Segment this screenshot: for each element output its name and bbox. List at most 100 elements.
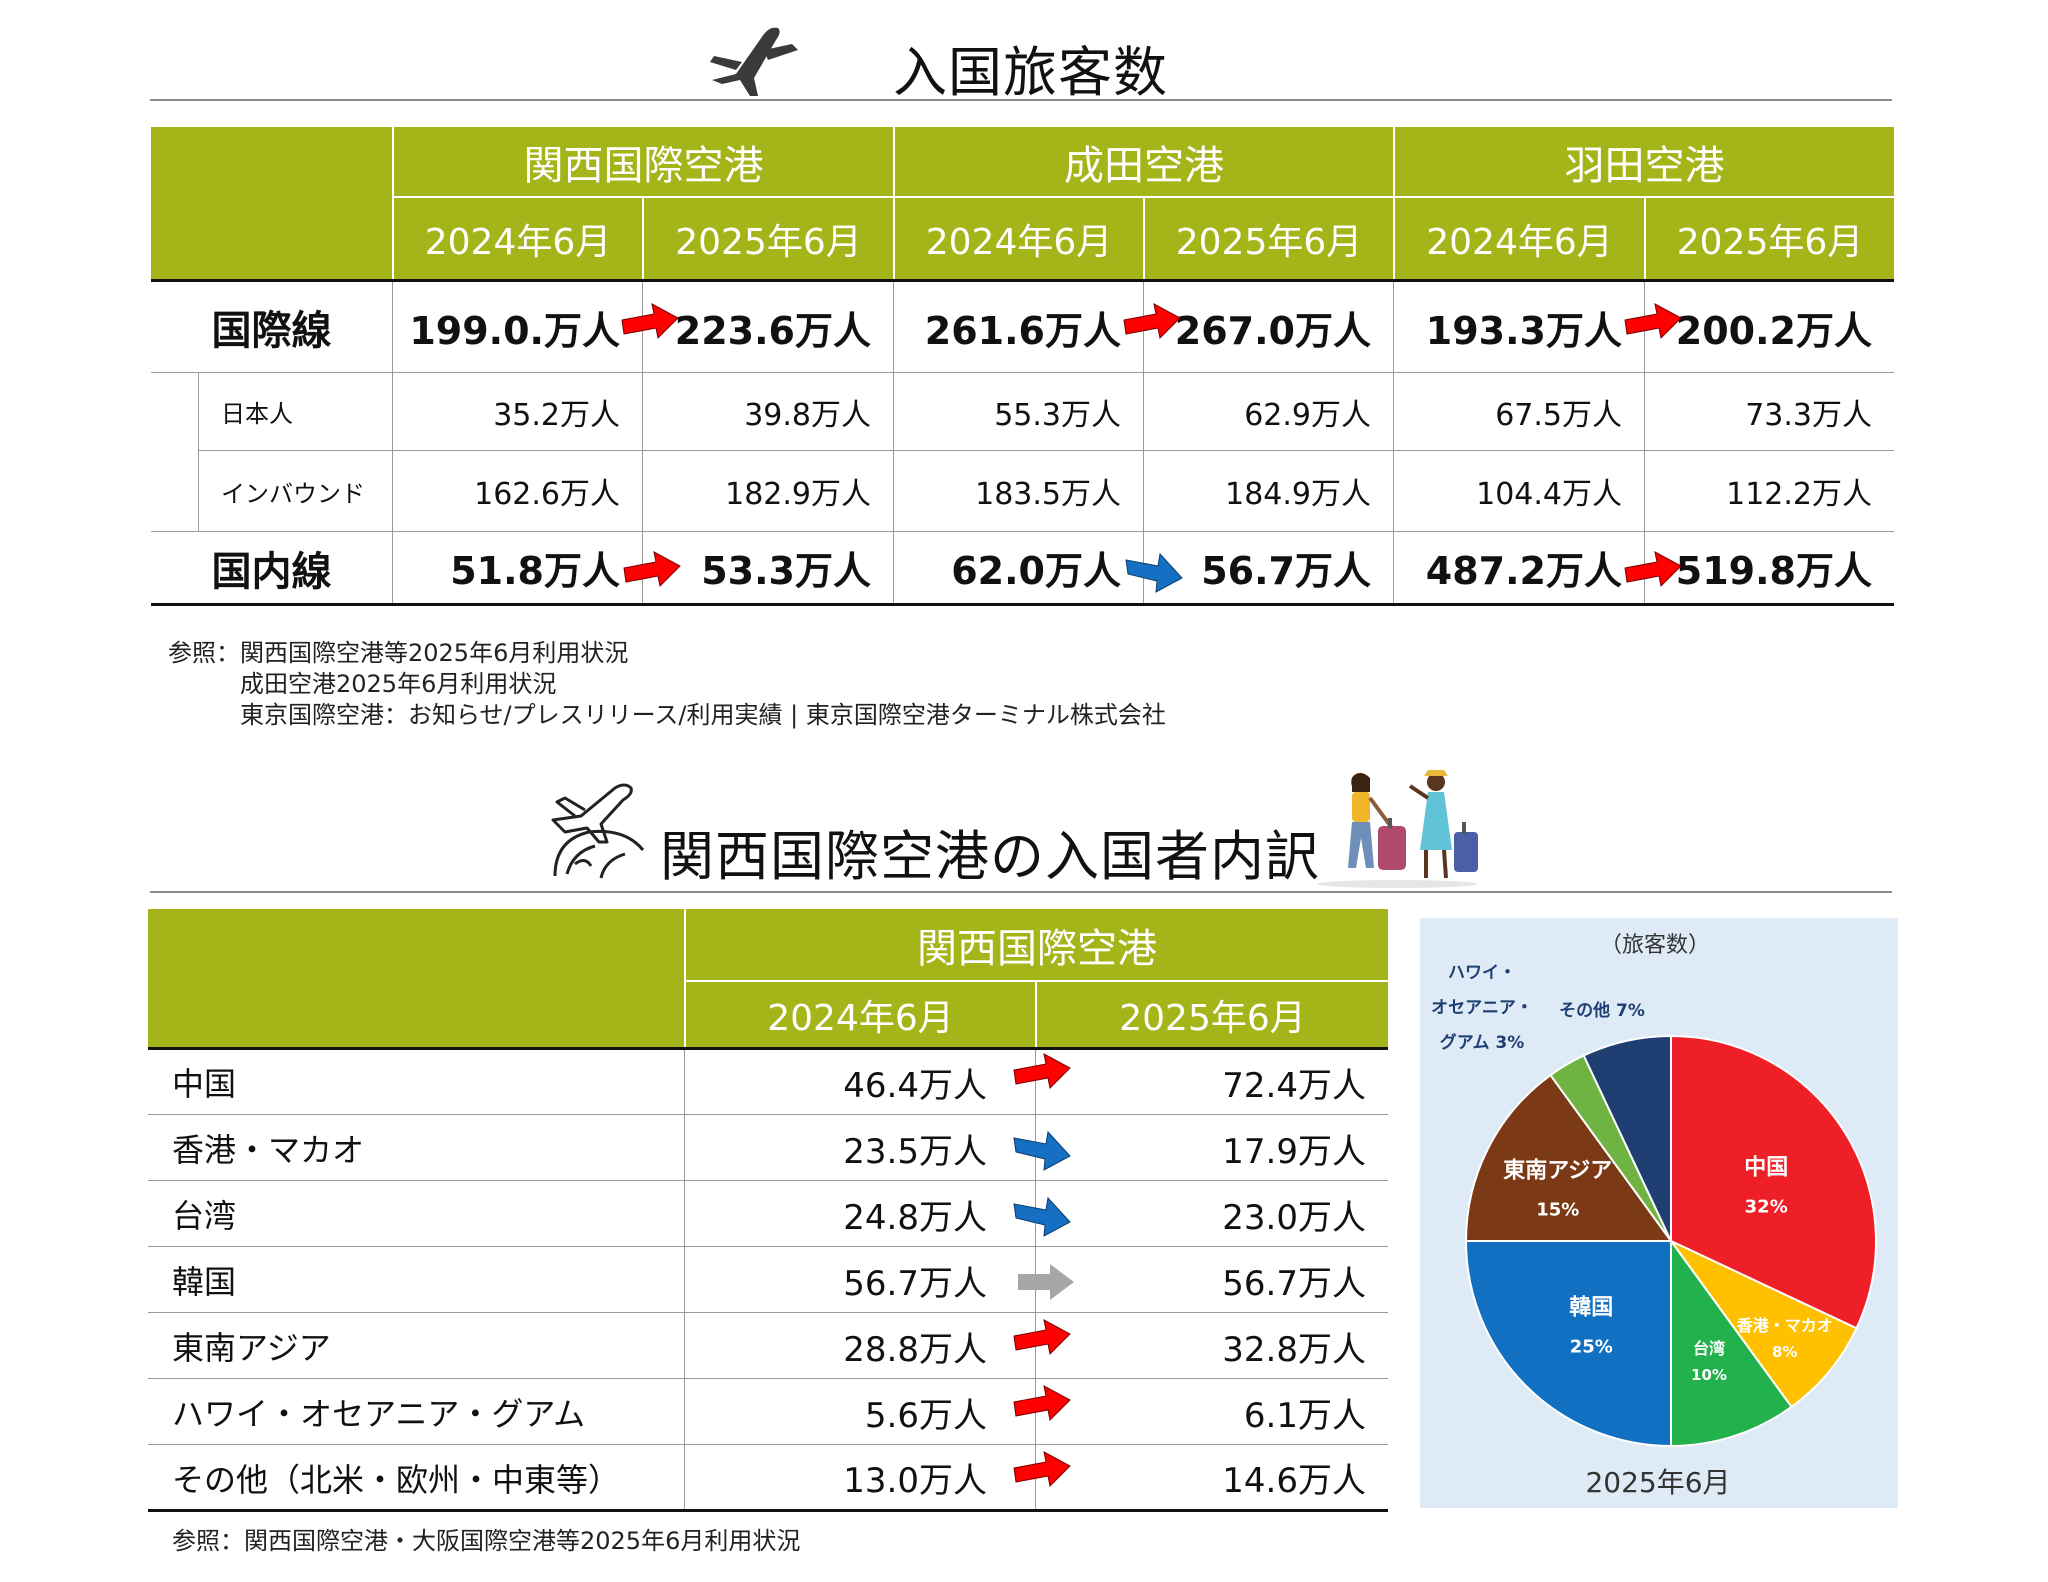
reference-line-1: 参照：関西国際空港等2025年6月利用状況 <box>168 639 629 667</box>
pie-slice-percent: 8% <box>1772 1343 1797 1361</box>
trend-up-arrow-icon <box>1013 1319 1071 1356</box>
cell-intl-kix-2024: 199.0.万人 <box>409 308 620 353</box>
trend-up-arrow-icon <box>623 551 681 588</box>
trend-flat-arrow-icon <box>1018 1264 1074 1300</box>
cell-intl-hnd-2025: 200.2万人 <box>1675 308 1872 353</box>
section2-title: 関西国際空港の入国者内訳 <box>660 825 1320 888</box>
table2-year-2025: 2025年6月 <box>1119 998 1306 1039</box>
cell-jp-hnd-2025: 73.3万人 <box>1745 397 1872 433</box>
pie-slice-label: 韓国 <box>1569 1295 1613 1321</box>
table2-header-bg <box>148 909 1388 1048</box>
cell-intl-kix-2025: 223.6万人 <box>674 308 871 353</box>
row-label-international: 国際線 <box>211 308 332 354</box>
year-col-4: 2025年6月 <box>1175 222 1363 263</box>
t2-row-label-other: その他（北米・欧州・中東等） <box>172 1460 621 1499</box>
year-col-5: 2024年6月 <box>1426 222 1613 263</box>
cell-dom-kix-2025: 53.3万人 <box>701 549 871 593</box>
pie-slice <box>1670 1240 1858 1409</box>
pie-outside-other: その他 7% <box>1559 1000 1645 1021</box>
reference-section2: 参照：関西国際空港・大阪国際空港等2025年6月利用状況 <box>172 1527 801 1555</box>
cell-in-hnd-2024: 104.4万人 <box>1476 477 1622 512</box>
globe-airplane-icon <box>545 780 653 882</box>
t2-row-label-hongkong: 香港・マカオ <box>172 1131 365 1169</box>
row-label-japanese: 日本人 <box>221 400 293 428</box>
airport-kansai: 関西国際空港 <box>394 127 893 196</box>
cell-dom-nrt-2024: 62.0万人 <box>951 549 1121 593</box>
airport-narita: 成田空港 <box>895 127 1393 196</box>
cell-intl-nrt-2025: 267.0万人 <box>1174 308 1371 353</box>
pie-outside-hawaii-3: グアム 3% <box>1440 1032 1525 1053</box>
pie-outside-hawaii-1: ハワイ・ <box>1448 963 1516 983</box>
pie-slice-label: 東南アジア <box>1503 1158 1612 1183</box>
reference-line-3: 東京国際空港：お知らせ/プレスリリース/利用実績 | 東京国際空港ターミナル株式… <box>240 701 1166 729</box>
table2-year-2024: 2024年6月 <box>767 998 954 1039</box>
t2-row-label-korea: 韓国 <box>172 1263 237 1301</box>
cell-dom-hnd-2024: 487.2万人 <box>1425 549 1622 593</box>
row-label-domestic: 国内線 <box>211 548 332 595</box>
pie-slice-label: 中国 <box>1744 1156 1788 1181</box>
airport-haneda: 羽田空港 <box>1395 127 1894 196</box>
pie-slice-label: 台湾 <box>1693 1339 1725 1358</box>
airplane-icon <box>706 22 802 97</box>
t2-row-label-taiwan: 台湾 <box>172 1197 237 1235</box>
trend-down-arrow-icon <box>1013 1196 1071 1237</box>
t2-cell-sea-2025: 32.8万人 <box>1222 1329 1366 1370</box>
cell-in-kix-2025: 182.9万人 <box>725 477 871 512</box>
cell-jp-nrt-2025: 62.9万人 <box>1244 397 1371 433</box>
t2-cell-china-2024: 46.4万人 <box>843 1065 987 1106</box>
trend-down-arrow-icon <box>1125 552 1183 593</box>
reference-line-2: 成田空港2025年6月利用状況 <box>240 670 557 698</box>
t2-cell-hongkong-2024: 23.5万人 <box>843 1131 987 1172</box>
t2-cell-oceania-2024: 5.6万人 <box>864 1395 987 1436</box>
pie-slice <box>1464 1073 1673 1242</box>
pie-slice <box>1670 1237 1793 1448</box>
pie-slice-percent: 25% <box>1570 1337 1613 1358</box>
pie-slice-label: 香港・マカオ <box>1736 1316 1833 1335</box>
pie-slice <box>1464 1240 1672 1448</box>
year-col-6: 2025年6月 <box>1676 222 1864 263</box>
t2-cell-china-2025: 72.4万人 <box>1222 1065 1366 1106</box>
trend-up-arrow-icon <box>621 303 679 340</box>
trend-up-arrow-icon <box>1123 303 1181 340</box>
trend-up-arrow-icon <box>1013 1385 1071 1422</box>
table2-airport-header: 関西国際空港 <box>917 925 1157 972</box>
cell-jp-hnd-2024: 67.5万人 <box>1495 397 1622 433</box>
pie-slice <box>1670 1034 1877 1330</box>
cell-intl-nrt-2024: 261.6万人 <box>924 308 1121 353</box>
section2-rule <box>150 891 1892 893</box>
t2-cell-taiwan-2024: 24.8万人 <box>843 1197 987 1238</box>
trend-up-arrow-icon <box>1624 551 1682 588</box>
cell-intl-hnd-2024: 193.3万人 <box>1425 308 1622 353</box>
cell-in-nrt-2025: 184.9万人 <box>1225 477 1371 512</box>
pie-slice-percent: 32% <box>1745 1197 1788 1218</box>
cell-dom-nrt-2025: 56.7万人 <box>1201 549 1371 593</box>
pie-caption: 2025年6月 <box>1585 1466 1730 1499</box>
t2-cell-hongkong-2025: 17.9万人 <box>1222 1131 1366 1172</box>
trend-up-arrow-icon <box>1013 1451 1071 1488</box>
section1-rule <box>150 99 1892 101</box>
year-col-3: 2024年6月 <box>925 222 1113 263</box>
t2-row-label-china: 中国 <box>172 1065 237 1103</box>
t2-cell-other-2024: 13.0万人 <box>843 1461 987 1501</box>
t2-cell-sea-2024: 28.8万人 <box>843 1329 987 1370</box>
t2-cell-other-2025: 14.6万人 <box>1222 1461 1366 1501</box>
travelers-illustration <box>1312 768 1482 890</box>
t2-row-label-oceania: ハワイ・オセアニア・グアム <box>172 1395 586 1433</box>
pie-outside-hawaii-2: オセアニア・ <box>1431 998 1533 1018</box>
cell-in-nrt-2024: 183.5万人 <box>975 477 1121 512</box>
cell-dom-hnd-2025: 519.8万人 <box>1675 549 1872 593</box>
cell-in-hnd-2025: 112.2万人 <box>1726 477 1872 512</box>
t2-cell-korea-2024: 56.7万人 <box>843 1263 987 1304</box>
cell-in-kix-2024: 162.6万人 <box>474 477 620 512</box>
trend-up-arrow-icon <box>1013 1053 1071 1090</box>
t2-cell-korea-2025: 56.7万人 <box>1222 1263 1366 1304</box>
year-col-2: 2025年6月 <box>675 222 862 263</box>
t2-row-label-sea: 東南アジア <box>172 1329 331 1367</box>
section1-title: 入国旅客数 <box>893 41 1168 104</box>
trend-down-arrow-icon <box>1013 1130 1071 1171</box>
trend-up-arrow-icon <box>1624 303 1682 340</box>
t2-cell-oceania-2025: 6.1万人 <box>1243 1395 1366 1436</box>
row-label-inbound: インバウンド <box>221 479 365 508</box>
cell-jp-nrt-2024: 55.3万人 <box>994 397 1121 433</box>
cell-jp-kix-2025: 39.8万人 <box>744 397 871 433</box>
